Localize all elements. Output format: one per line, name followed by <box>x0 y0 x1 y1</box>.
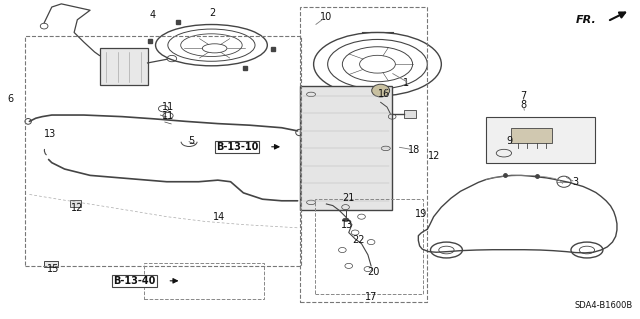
Bar <box>145 263 264 299</box>
Bar <box>315 199 424 294</box>
Text: 17: 17 <box>365 292 377 302</box>
Bar <box>300 7 428 302</box>
Text: 13: 13 <box>44 129 56 139</box>
Bar <box>70 200 81 206</box>
Bar <box>300 86 392 210</box>
Text: B-13-10: B-13-10 <box>216 142 258 152</box>
FancyArrowPatch shape <box>44 149 46 155</box>
Text: 6: 6 <box>8 94 14 104</box>
Text: 15: 15 <box>47 264 60 274</box>
Text: 12: 12 <box>71 203 83 213</box>
Text: B-13-40: B-13-40 <box>114 276 156 286</box>
Text: 20: 20 <box>367 267 379 277</box>
Text: 11: 11 <box>162 102 174 112</box>
Text: 16: 16 <box>378 89 390 100</box>
Text: 19: 19 <box>415 209 427 219</box>
Text: 11: 11 <box>162 111 174 121</box>
Bar <box>25 36 301 266</box>
Circle shape <box>342 218 349 221</box>
Text: 14: 14 <box>213 212 225 222</box>
Text: 13: 13 <box>340 220 353 230</box>
Bar <box>100 48 148 85</box>
Text: 8: 8 <box>520 100 526 110</box>
Text: 10: 10 <box>320 11 333 22</box>
Text: SDA4-B1600B: SDA4-B1600B <box>575 301 633 310</box>
Text: 3: 3 <box>572 177 579 187</box>
Text: 18: 18 <box>408 145 420 155</box>
Text: 4: 4 <box>150 10 156 20</box>
Bar <box>44 261 58 268</box>
Text: FR.: FR. <box>576 15 596 25</box>
Bar <box>486 117 595 163</box>
Bar <box>511 129 552 143</box>
Ellipse shape <box>372 84 390 97</box>
Text: 22: 22 <box>352 234 365 245</box>
Text: 1: 1 <box>403 78 409 88</box>
Text: 5: 5 <box>188 136 194 146</box>
Text: 7: 7 <box>520 91 526 101</box>
Text: 9: 9 <box>506 136 512 146</box>
Text: 21: 21 <box>342 193 355 203</box>
Text: 12: 12 <box>428 151 440 161</box>
Bar <box>404 110 417 117</box>
Text: 2: 2 <box>209 8 216 19</box>
